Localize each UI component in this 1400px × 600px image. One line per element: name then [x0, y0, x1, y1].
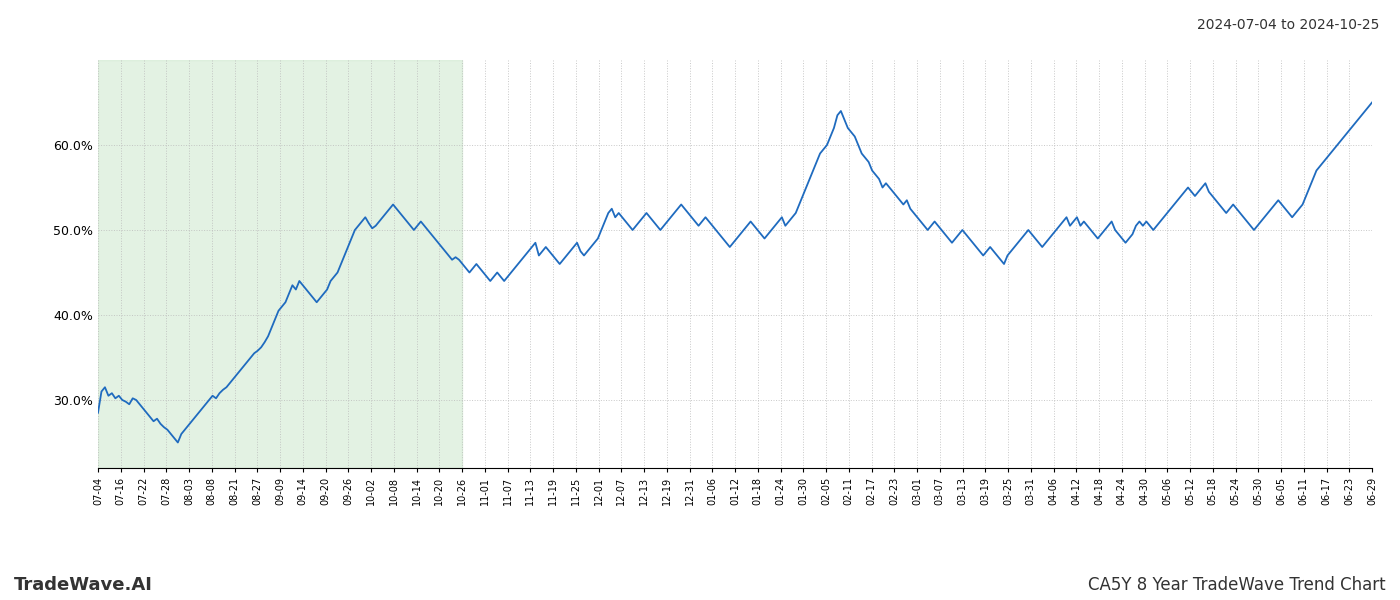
Bar — [98, 60, 462, 468]
Text: TradeWave.AI: TradeWave.AI — [14, 576, 153, 594]
Text: 2024-07-04 to 2024-10-25: 2024-07-04 to 2024-10-25 — [1197, 18, 1379, 32]
Text: CA5Y 8 Year TradeWave Trend Chart: CA5Y 8 Year TradeWave Trend Chart — [1088, 576, 1386, 594]
